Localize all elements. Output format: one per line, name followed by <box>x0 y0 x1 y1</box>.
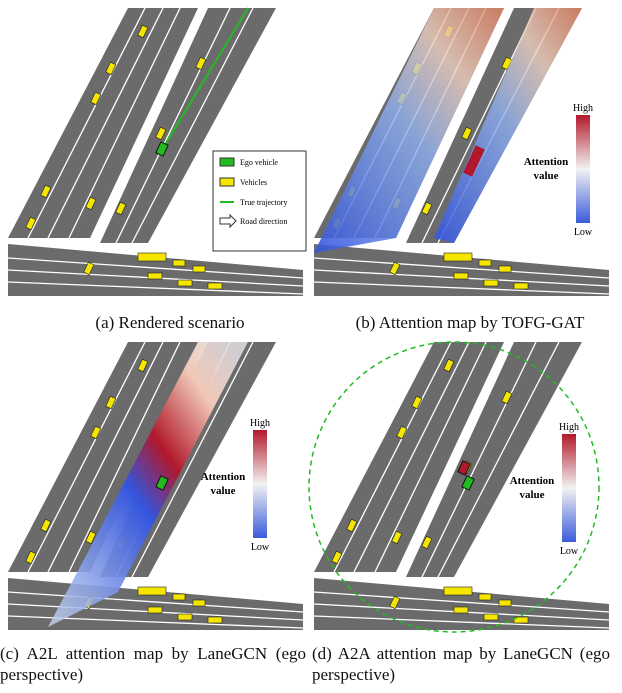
colorbar-low: Low <box>560 546 579 557</box>
colorbar-title: Attention <box>201 471 246 483</box>
caption: (d) A2A attention map by LaneGCN (ego pe… <box>312 643 610 685</box>
colorbar-title: value <box>210 485 235 497</box>
caption: (a) Rendered scenario <box>40 312 300 333</box>
colorbar-title: value <box>519 489 544 501</box>
panel-d: High Low Attention value <box>309 342 609 632</box>
panel-a: Ego vehicle Vehicles True trajectory Roa… <box>8 8 306 296</box>
figure: Ego vehicle Vehicles True trajectory Roa… <box>0 0 622 693</box>
legend-label: Vehicles <box>240 178 267 187</box>
legend-label: Ego vehicle <box>240 158 278 167</box>
colorbar <box>576 115 590 223</box>
colorbar-low: Low <box>574 227 593 238</box>
colorbar <box>562 434 576 542</box>
page: Ego vehicle Vehicles True trajectory Roa… <box>0 0 622 693</box>
colorbar-title: Attention <box>524 156 569 168</box>
shape-rect <box>220 178 234 186</box>
colorbar-low: Low <box>251 542 270 553</box>
caption: (b) Attention map by TOFG-GAT <box>320 312 620 333</box>
colorbar-high: High <box>250 418 270 429</box>
colorbar <box>253 430 267 538</box>
panel-b: High Low Attention value <box>314 8 609 296</box>
shape-rect <box>220 158 234 166</box>
colorbar-title: value <box>533 170 558 182</box>
colorbar-high: High <box>573 103 593 114</box>
legend-label: Road direction <box>240 217 287 226</box>
legend-label: True trajectory <box>240 198 287 207</box>
panel-c: High Low Attention value <box>8 342 303 630</box>
caption: (c) A2L attention map by LaneGCN (ego pe… <box>0 643 306 685</box>
colorbar-title: Attention <box>510 475 555 487</box>
colorbar-high: High <box>559 422 579 433</box>
